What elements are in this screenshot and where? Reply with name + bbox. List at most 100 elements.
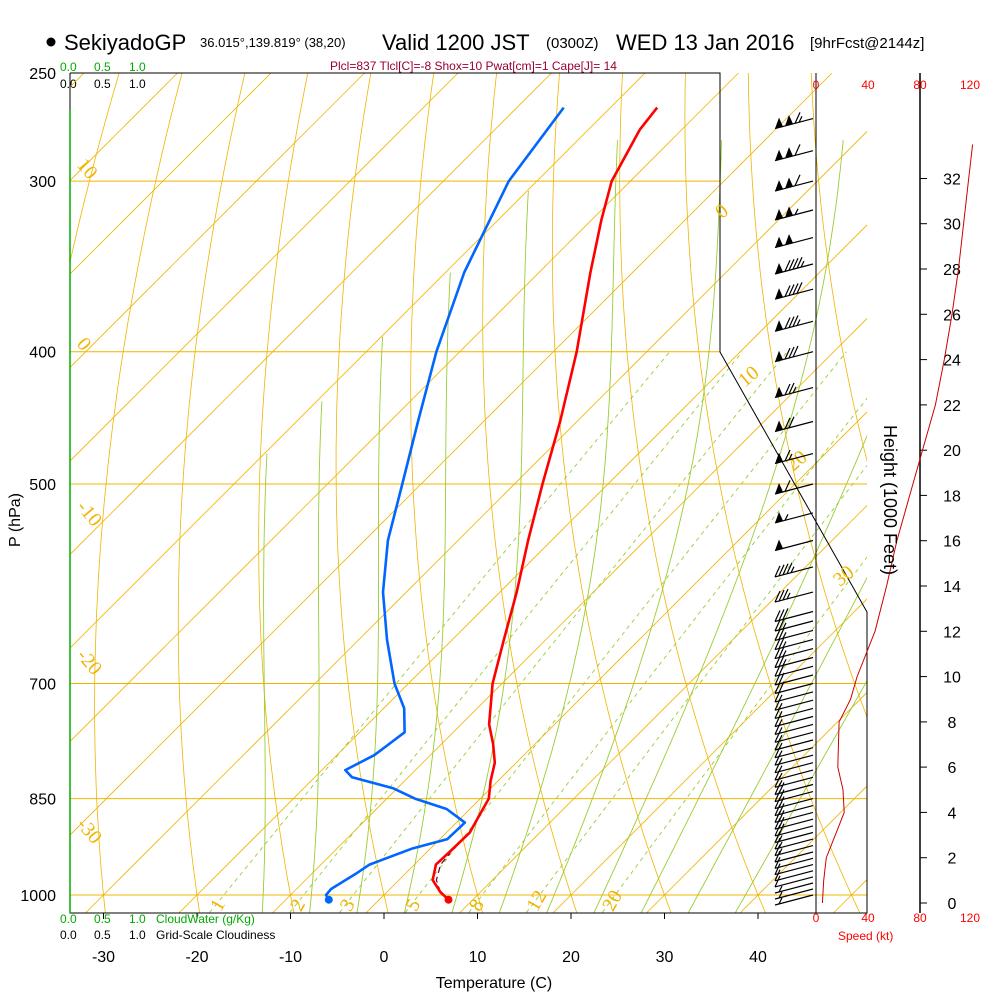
wind-barb	[774, 664, 814, 677]
wind-barb	[774, 637, 814, 651]
dry-adiabat-line	[810, 73, 867, 463]
dry-adiabat-line	[928, 0, 1000, 924]
dry-adiabat-line	[410, 73, 483, 913]
dry-adiabat-line	[684, 73, 861, 913]
speed-axis-label: Speed (kt)	[838, 929, 893, 943]
station-dot	[46, 37, 56, 47]
x-tick-label: 0	[380, 949, 389, 966]
moist-adiabat-line	[309, 401, 323, 913]
wind-barb	[774, 480, 814, 495]
height-tick-label: 16	[943, 534, 961, 551]
pressure-tick-label: 400	[29, 345, 56, 362]
wind-barb	[774, 256, 814, 275]
mixing-ratio-line	[209, 351, 671, 913]
moist-adiabat-line	[356, 336, 384, 913]
thermo-grid: 1 2 3 5 8 12 20	[0, 0, 1000, 924]
height-tick-label: 20	[943, 443, 961, 460]
wind-barb	[774, 315, 814, 332]
plot-frame	[69, 72, 868, 914]
height-tick-label: 18	[943, 488, 961, 505]
pressure-tick-label: 300	[29, 174, 56, 191]
valid-time: Valid 1200 JST	[382, 30, 530, 55]
mixing-ratio-line	[468, 397, 867, 913]
x-tick-label: 40	[749, 949, 767, 966]
dry-adiabat-line	[552, 73, 672, 913]
wind-barb	[774, 206, 814, 221]
moist-adiabat-line	[451, 190, 529, 913]
x-tick-label: 10	[469, 949, 487, 966]
pressure-tick-label: 700	[29, 677, 56, 694]
dry-adiabat-label: -20	[72, 645, 106, 680]
dry-adiabat-line	[177, 73, 246, 913]
wind-barbs	[774, 112, 814, 906]
dewpoint-line	[324, 106, 565, 901]
dry-adiabat-line	[0, 0, 102, 924]
dry-adiabat-line	[258, 73, 309, 913]
moist-adiabat-line	[640, 434, 867, 913]
height-tick-label: 6	[948, 760, 957, 777]
cloud-top-tick-black-1: 0.5	[94, 77, 111, 91]
wind-barb	[774, 655, 814, 669]
isotherm-line	[70, 73, 272, 275]
cloudiness-tick-1: 0.5	[94, 928, 111, 942]
wind-barb	[774, 888, 814, 900]
dry-adiabat-line	[335, 73, 389, 913]
isotherm-line	[178, 224, 867, 913]
moist-adiabat-line	[546, 140, 723, 913]
wind-barb	[774, 882, 814, 894]
dry-adiabat-line	[94, 73, 183, 913]
moist-adiabat-line	[687, 576, 867, 913]
dry-adiabat-label: 10	[72, 154, 102, 183]
isotherm-line	[271, 317, 867, 913]
mixing-ratio-line	[289, 351, 743, 913]
cloudiness-tick-0: 0.0	[60, 928, 77, 942]
x-tick-label: -30	[92, 949, 115, 966]
speed-top-tick-3: 120	[960, 78, 980, 92]
dry-adiabat-line	[747, 73, 867, 719]
wind-barb	[774, 144, 814, 162]
surface-temperature-dot	[444, 895, 453, 904]
forecast-info: [9hrFcst@2144z]	[810, 35, 924, 52]
speed-top-tick-2: 80	[913, 78, 927, 92]
wind-barb	[774, 382, 814, 399]
height-tick-label: 14	[943, 579, 961, 596]
moist-adiabat-line	[261, 453, 268, 913]
height-tick-label: 0	[948, 896, 957, 913]
cloudwater-tick-0: 0.0	[60, 912, 77, 926]
temperature-line	[431, 106, 659, 901]
speed-bottom-tick-2: 80	[913, 911, 927, 925]
x-tick-label: 30	[656, 949, 674, 966]
speed-bottom-tick-3: 120	[960, 911, 980, 925]
wind-barb	[774, 345, 814, 363]
isotherm-line	[70, 73, 459, 462]
x-tick-label: -10	[279, 949, 302, 966]
mixing-ratio-line	[339, 351, 788, 913]
cloud-top-tick-green-2: 1.0	[129, 60, 146, 74]
speed-bottom-tick-0: 0	[813, 911, 820, 925]
isotherm-line	[70, 73, 179, 182]
wind-barb	[774, 449, 814, 465]
cloud-top-tick-black-0: 0.0	[60, 77, 77, 91]
pressure-tick-label: 1000	[20, 888, 56, 905]
axes: 2503004005007008501000100-10-20-30010203…	[20, 66, 961, 966]
height-tick-label: 10	[943, 670, 961, 687]
wind-barb	[774, 588, 814, 603]
dry-adiabat-line	[482, 73, 578, 913]
pressure-tick-label: 500	[29, 477, 56, 494]
cloud-top-tick-green-1: 0.5	[94, 60, 111, 74]
wind-barb	[774, 875, 814, 888]
cloudwater-tick-1: 0.5	[94, 912, 111, 926]
height-tick-label: 24	[943, 353, 961, 370]
pressure-tick-label: 250	[29, 66, 56, 83]
wind-barb	[774, 628, 814, 641]
wind-speed-profile	[821, 144, 974, 904]
isotherm-line	[739, 785, 867, 913]
dry-adiabat-label: -30	[72, 814, 106, 849]
mixing-ratio-line	[601, 556, 867, 913]
speed-top-tick-1: 40	[861, 78, 875, 92]
mixing-ratio-label: 8	[465, 895, 489, 915]
dry-adiabat-line	[70, 73, 120, 264]
cloudwater-tick-2: 1.0	[129, 912, 146, 926]
wind-barb	[774, 282, 814, 300]
cloudiness-tick-2: 1.0	[129, 928, 146, 942]
